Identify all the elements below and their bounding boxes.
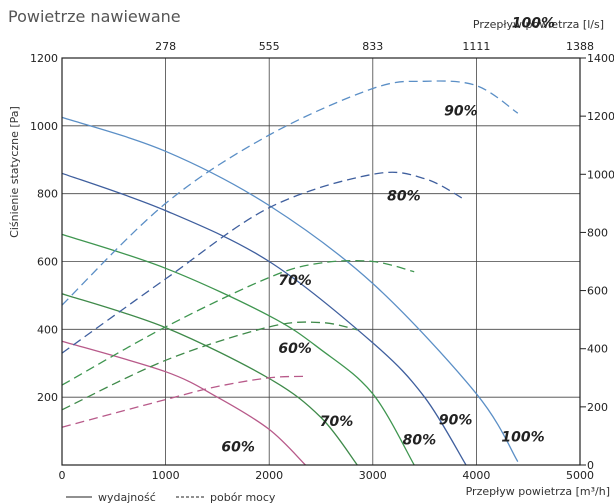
- y2-tick-label: 600: [587, 285, 608, 298]
- x2-tick-labels: 278 555 833 1111 1388: [155, 40, 594, 53]
- power-curve-80pct: [61, 259, 415, 386]
- performance-curve-80pct: [61, 233, 415, 466]
- plot-frame: [61, 57, 581, 466]
- x-tick-label: 3000: [359, 469, 387, 482]
- x-axis-label: Przepływ powietrza [m³/h]: [466, 485, 610, 498]
- y-tick-label: 1200: [30, 52, 58, 65]
- x2-tick-label: 1388: [566, 40, 594, 53]
- y2-tick-label: 0: [587, 459, 594, 472]
- curve-label: 60%: [278, 341, 312, 357]
- curve-label: 90%: [444, 104, 478, 120]
- power-curve-60pct: [61, 375, 306, 428]
- curve-label: 80%: [403, 433, 437, 449]
- x-tick-label: 4000: [462, 469, 490, 482]
- chart-title: Powietrze nawiewane: [8, 7, 181, 26]
- power-curve-100pct: [61, 80, 519, 306]
- x-tick-label: 0: [59, 469, 66, 482]
- x-tick-label: 1000: [152, 469, 180, 482]
- power-curve-90pct: [61, 171, 467, 354]
- curve-label: 90%: [439, 412, 473, 428]
- x-tick-label: 2000: [255, 469, 283, 482]
- legend-label-wydajnosc: wydajność: [98, 491, 156, 504]
- x-tick-label: 5000: [566, 469, 594, 482]
- y2-tick-label: 1000: [587, 168, 614, 181]
- performance-curve-70pct: [61, 293, 358, 466]
- series-lines: [61, 80, 519, 466]
- y2-tick-label: 1200: [587, 110, 614, 123]
- y2-tick-label: 200: [587, 401, 608, 414]
- y2-tick-label: 1400: [587, 52, 614, 65]
- legend-label-pobor-mocy: pobór mocy: [210, 491, 276, 504]
- curve-label: 60%: [221, 439, 255, 455]
- gridlines: [62, 58, 580, 465]
- curve-label: 70%: [320, 414, 354, 430]
- y-tick-label: 800: [37, 188, 58, 201]
- curve-labels: 100%90%80%70%60%70% 90%80% 100%60%: [221, 15, 555, 455]
- x2-tick-label: 833: [362, 40, 383, 53]
- x2-tick-label: 1111: [462, 40, 490, 53]
- y-tick-label: 600: [37, 256, 58, 269]
- curve-label: 70%: [278, 273, 312, 289]
- y-tick-label: 400: [37, 323, 58, 336]
- curve-label: 100%: [501, 429, 544, 445]
- legend: wydajność pobór mocy: [66, 491, 276, 504]
- y-axis-label: Ciśnienie statyczne [Pa]: [8, 106, 21, 238]
- y-tick-label: 200: [37, 391, 58, 404]
- y-tick-labels: 200 400 600 800 1000 1200: [30, 52, 58, 404]
- curve-label: 80%: [387, 188, 421, 204]
- performance-curve-90pct: [61, 172, 467, 466]
- x-tick-labels: 0 1000 2000 3000 4000 5000: [59, 469, 595, 482]
- x2-tick-label: 555: [259, 40, 280, 53]
- x2-tick-label: 278: [155, 40, 176, 53]
- curve-label: 100%: [512, 15, 555, 31]
- performance-curve-100pct: [61, 116, 519, 462]
- y2-tick-labels: 0 200 400 600 800 1000 1200 1400: [580, 52, 614, 472]
- y-tick-label: 1000: [30, 120, 58, 133]
- x2-axis-label: Przepływ powietrza [l/s]: [473, 18, 604, 31]
- power-curve-70pct: [61, 321, 358, 411]
- y2-tick-label: 400: [587, 343, 608, 356]
- performance-curve-60pct: [61, 340, 306, 466]
- y2-tick-label: 800: [587, 226, 608, 239]
